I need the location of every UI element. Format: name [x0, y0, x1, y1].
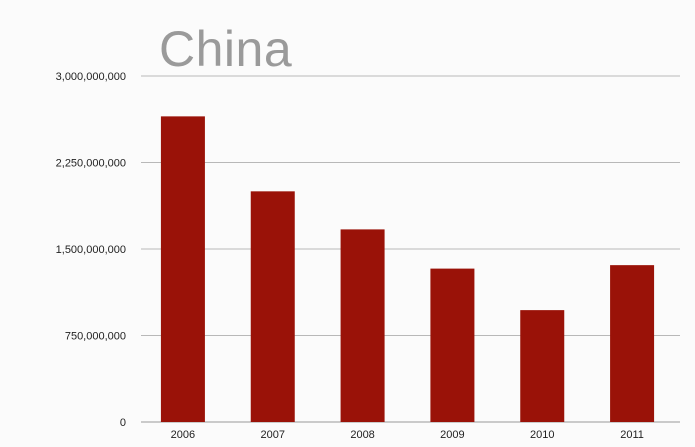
y-tick-label: 1,500,000,000 [56, 244, 126, 256]
bar-2007 [250, 191, 295, 422]
bar-2006 [160, 116, 205, 422]
x-tick-label: 2008 [350, 429, 374, 441]
x-tick-label: 2011 [620, 429, 644, 441]
bar-2009 [430, 268, 475, 422]
bar-2008 [340, 229, 385, 422]
bar-2011 [610, 265, 655, 422]
x-tick-label: 2009 [440, 429, 464, 441]
x-tick-label: 2006 [171, 429, 195, 441]
y-tick-label: 2,250,000,000 [56, 158, 126, 170]
x-tick-label: 2007 [261, 429, 285, 441]
y-tick-label: 750,000,000 [65, 331, 126, 343]
y-tick-label: 3,000,000,000 [56, 71, 126, 83]
chart-title: China [159, 21, 293, 77]
x-tick-label: 2010 [530, 429, 554, 441]
bar-2010 [520, 310, 565, 422]
y-tick-label: 0 [120, 417, 126, 429]
